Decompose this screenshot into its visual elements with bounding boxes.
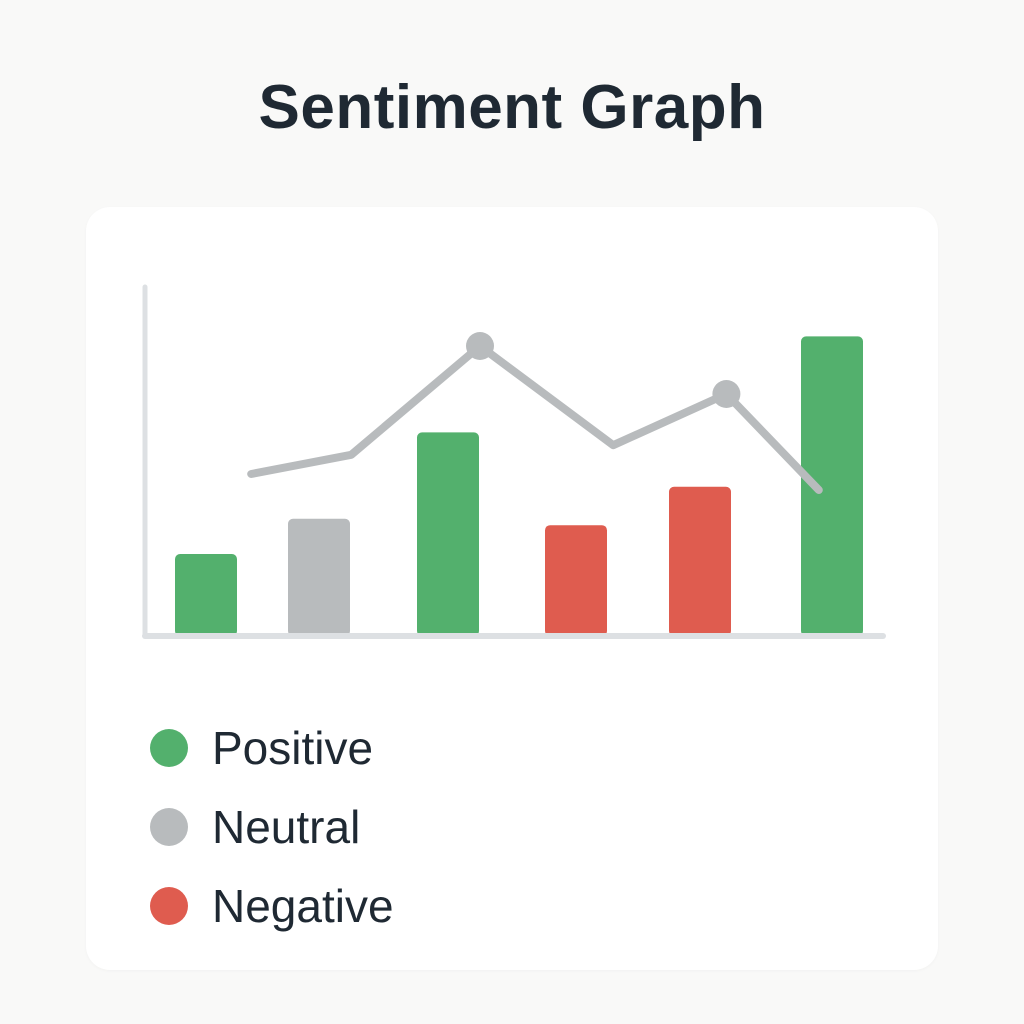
page-title: Sentiment Graph	[258, 73, 766, 142]
legend-item-neutral: Neutral	[150, 787, 394, 866]
legend-dot-negative	[150, 886, 188, 925]
legend-label-positive: Positive	[212, 721, 374, 774]
legend-label-negative: Negative	[212, 879, 394, 932]
legend: Positive Neutral Negative	[150, 708, 394, 945]
legend-item-positive: Positive	[150, 708, 394, 787]
legend-dot-neutral	[150, 807, 188, 846]
legend-item-negative: Negative	[150, 866, 394, 945]
legend-label-neutral: Neutral	[212, 800, 361, 853]
legend-dot-positive	[150, 728, 188, 767]
